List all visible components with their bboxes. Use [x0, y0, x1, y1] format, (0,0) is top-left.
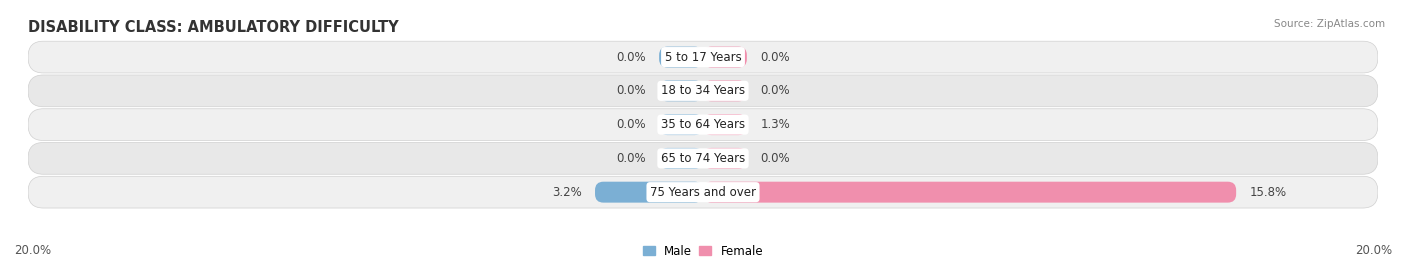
FancyBboxPatch shape	[659, 114, 703, 135]
Legend: Male, Female: Male, Female	[638, 240, 768, 262]
Text: 20.0%: 20.0%	[14, 244, 51, 257]
FancyBboxPatch shape	[595, 182, 703, 203]
Text: 0.0%: 0.0%	[761, 152, 790, 165]
FancyBboxPatch shape	[703, 114, 747, 135]
Text: 18 to 34 Years: 18 to 34 Years	[661, 84, 745, 97]
FancyBboxPatch shape	[659, 80, 703, 101]
Text: 35 to 64 Years: 35 to 64 Years	[661, 118, 745, 131]
Text: 15.8%: 15.8%	[1250, 186, 1286, 199]
FancyBboxPatch shape	[28, 109, 1378, 140]
Text: 0.0%: 0.0%	[616, 51, 645, 64]
Text: 0.0%: 0.0%	[616, 84, 645, 97]
Text: 0.0%: 0.0%	[761, 84, 790, 97]
FancyBboxPatch shape	[28, 143, 1378, 174]
Text: 75 Years and over: 75 Years and over	[650, 186, 756, 199]
Text: 3.2%: 3.2%	[551, 186, 582, 199]
Text: DISABILITY CLASS: AMBULATORY DIFFICULTY: DISABILITY CLASS: AMBULATORY DIFFICULTY	[28, 20, 399, 35]
FancyBboxPatch shape	[659, 148, 703, 169]
FancyBboxPatch shape	[659, 47, 703, 68]
FancyBboxPatch shape	[28, 75, 1378, 107]
Text: Source: ZipAtlas.com: Source: ZipAtlas.com	[1274, 19, 1385, 29]
Text: 65 to 74 Years: 65 to 74 Years	[661, 152, 745, 165]
Text: 5 to 17 Years: 5 to 17 Years	[665, 51, 741, 64]
FancyBboxPatch shape	[703, 182, 1236, 203]
Text: 0.0%: 0.0%	[616, 152, 645, 165]
Text: 1.3%: 1.3%	[761, 118, 790, 131]
FancyBboxPatch shape	[703, 47, 747, 68]
Text: 0.0%: 0.0%	[616, 118, 645, 131]
Text: 20.0%: 20.0%	[1355, 244, 1392, 257]
FancyBboxPatch shape	[28, 176, 1378, 208]
FancyBboxPatch shape	[28, 41, 1378, 73]
FancyBboxPatch shape	[703, 148, 747, 169]
Text: 0.0%: 0.0%	[761, 51, 790, 64]
FancyBboxPatch shape	[703, 80, 747, 101]
